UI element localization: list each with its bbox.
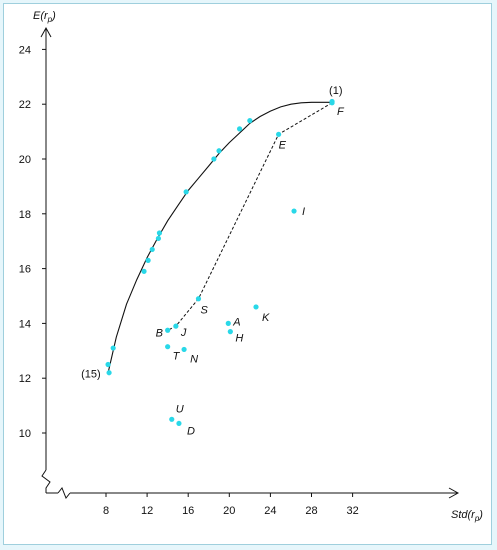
point-label-d: D [187, 425, 195, 437]
point-d [176, 420, 182, 427]
frontier-curve-layer [107, 101, 333, 373]
y-tick-label: 12 [19, 373, 31, 385]
point-label-e: E [279, 139, 287, 151]
point-b [165, 327, 171, 333]
x-tick-label: 28 [305, 505, 317, 517]
point-label-a: A [232, 316, 240, 328]
frontier-point [211, 156, 217, 162]
point-k [253, 304, 259, 310]
point-s [195, 296, 202, 302]
point-e [276, 131, 282, 137]
point-labels-layer: F E I K AH S J BT N UD (1) (15) [81, 85, 345, 438]
frontier-point [216, 148, 222, 154]
frontier-curve [107, 101, 333, 373]
point-i [291, 208, 297, 214]
point-label-k: K [262, 312, 270, 324]
point-label-j: J [180, 327, 187, 339]
dashed-path [167, 102, 333, 331]
y-axis-arrow [40, 26, 52, 38]
x-tick-label: 16 [182, 505, 194, 517]
point-j [173, 323, 179, 329]
x-axis-title: Std(rp) [451, 509, 483, 523]
axes: 8 12 16 20 24 28 32 10 12 14 16 18 20 22 24 [19, 26, 460, 517]
point-label-b: B [156, 327, 163, 339]
point-n [181, 346, 187, 353]
y-axis-break [41, 469, 51, 493]
point-label-n: N [190, 353, 198, 365]
y-tick-label: 20 [19, 154, 31, 166]
y-tick-label: 24 [19, 44, 31, 56]
point-label-f: F [337, 106, 345, 118]
frontier-point [236, 126, 243, 132]
x-tick-label: 8 [103, 505, 109, 517]
x-tick-label: 24 [264, 505, 276, 517]
y-tick-label: 14 [19, 318, 31, 330]
point-label-s: S [200, 305, 208, 317]
point-a [225, 320, 231, 326]
x-axis-arrow [448, 487, 460, 499]
dashed-path-layer [167, 102, 333, 331]
point-u [169, 416, 175, 422]
annotation-label: (1) [329, 85, 342, 97]
point-f [329, 100, 335, 106]
y-tick-label: 10 [19, 428, 31, 440]
point-h [227, 329, 233, 335]
frontier-point [141, 268, 147, 274]
point-label-u: U [176, 403, 184, 415]
point-label-h: H [235, 333, 243, 345]
point-label-t: T [173, 351, 181, 363]
frontier-point [105, 361, 111, 368]
y-tick-label: 18 [19, 209, 31, 221]
frontier-point [145, 257, 151, 263]
y-tick-label: 16 [19, 264, 31, 276]
x-tick-label: 20 [223, 505, 235, 517]
y-axis-title: E(rp) [33, 10, 56, 24]
frontier-point [156, 230, 163, 236]
frontier-point [110, 345, 116, 351]
annotation-label: (15) [81, 369, 101, 381]
y-tick-label: 22 [19, 99, 31, 111]
points-layer [105, 98, 335, 427]
frontier-point [106, 370, 112, 376]
frontier-point [247, 118, 253, 124]
x-tick-label: 32 [346, 505, 358, 517]
x-tick-label: 12 [141, 505, 153, 517]
frontier-point [183, 189, 189, 195]
frontier-point [155, 235, 162, 242]
frontier-point [149, 246, 155, 253]
point-t [165, 344, 171, 350]
point-label-i: I [302, 206, 305, 218]
x-axis-break [57, 487, 71, 499]
chart-frame [3, 3, 492, 545]
